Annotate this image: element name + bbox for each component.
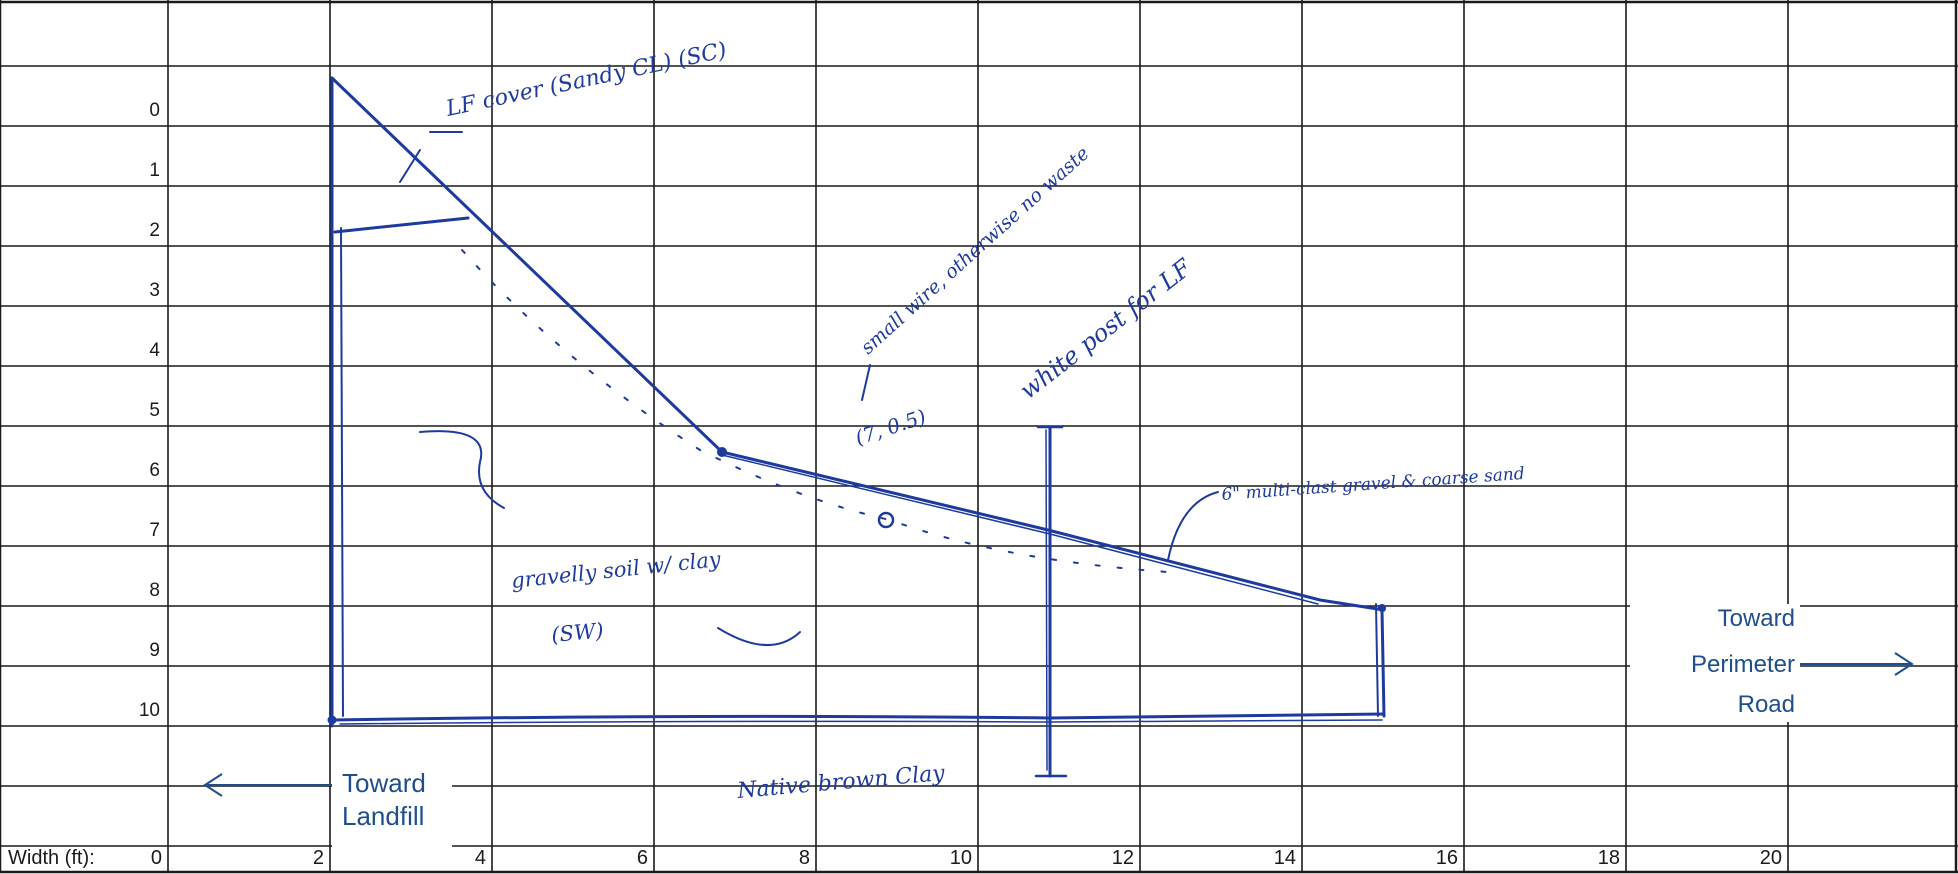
left-vertical-boundary-double bbox=[340, 227, 344, 717]
wire-leader-line bbox=[861, 364, 871, 401]
note-native-clay: Native brown Clay bbox=[735, 761, 946, 804]
note-white-post: white post for LF bbox=[1014, 253, 1197, 405]
depth-tick-label: 6 bbox=[149, 460, 160, 481]
ground-surface-line-double bbox=[721, 454, 1319, 605]
gravelly-soil-leader bbox=[419, 430, 505, 509]
width-axis-title: Width (ft): bbox=[8, 847, 95, 869]
sketch-lines bbox=[330, 76, 1386, 778]
depth-axis-labels: 0 1 2 3 4 5 6 7 8 9 10 bbox=[139, 100, 161, 721]
right-corner-point bbox=[1378, 604, 1386, 612]
toward-landfill-box bbox=[332, 760, 452, 855]
toward-landfill-label: Toward Landfill bbox=[332, 760, 452, 855]
trench-bottom-line bbox=[330, 712, 1386, 722]
width-tick-label: 2 bbox=[313, 847, 324, 869]
depth-tick-label: 1 bbox=[149, 160, 160, 181]
depth-tick-label: 9 bbox=[149, 640, 160, 661]
white-post-line-double bbox=[1045, 429, 1048, 771]
right-vertical-boundary bbox=[1380, 608, 1386, 718]
slope-break-point bbox=[717, 447, 727, 457]
depth-tick-label: 2 bbox=[149, 220, 160, 241]
depth-tick-label: 10 bbox=[139, 700, 160, 721]
depth-tick-label: 8 bbox=[149, 580, 160, 601]
layer-boundary-dashed bbox=[461, 249, 1169, 573]
toward-perimeter-road-line-2: Perimeter bbox=[1691, 651, 1795, 678]
toward-perimeter-road-line-3: Road bbox=[1738, 691, 1795, 718]
depth-tick-label: 5 bbox=[149, 400, 160, 421]
depth-tick-label: 4 bbox=[149, 340, 160, 361]
toward-landfill-arrow bbox=[203, 773, 332, 797]
depth-tick-label: 3 bbox=[149, 280, 160, 301]
trench-bottom-line-double bbox=[339, 719, 1383, 725]
depth-tick-label: 7 bbox=[149, 520, 160, 541]
note-lf-cover: LF cover (Sandy CL) (SC) bbox=[443, 38, 729, 122]
right-vertical-boundary-double bbox=[1375, 603, 1379, 717]
toward-perimeter-road-label: Toward Perimeter Road bbox=[1630, 604, 1800, 722]
toward-landfill-line-1: Toward bbox=[342, 768, 426, 798]
width-tick-label: 20 bbox=[1760, 847, 1782, 869]
handwritten-notes: LF cover (Sandy CL) (SC) small wire, oth… bbox=[443, 38, 1525, 804]
sample-location-point bbox=[877, 511, 895, 529]
width-tick-label: 4 bbox=[475, 847, 486, 869]
note-coordinate: (7, 0.5) bbox=[852, 404, 929, 449]
toward-perimeter-road-box bbox=[1630, 604, 1800, 722]
gravelly-soil-squiggle bbox=[717, 627, 801, 646]
ground-surface-line bbox=[330, 76, 1386, 612]
gravel-leader-line bbox=[1167, 491, 1219, 561]
note-gravelly-soil: gravelly soil w/ clay bbox=[510, 547, 723, 593]
width-tick-label: 10 bbox=[950, 847, 972, 869]
sketch-points bbox=[327, 447, 1386, 725]
width-tick-label: 14 bbox=[1274, 847, 1296, 869]
trench-corner-point bbox=[327, 715, 337, 725]
note-small-wire: small wire, otherwise no waste bbox=[857, 142, 1094, 358]
width-tick-label: 8 bbox=[799, 847, 810, 869]
note-gravelly-code: (SW) bbox=[550, 619, 604, 647]
width-tick-label: 18 bbox=[1598, 847, 1620, 869]
width-tick-label: 16 bbox=[1436, 847, 1458, 869]
cover-layer-mark bbox=[333, 216, 470, 234]
width-tick-label: 0 bbox=[151, 847, 162, 869]
width-tick-label: 12 bbox=[1112, 847, 1134, 869]
depth-tick-label: 0 bbox=[149, 100, 160, 121]
toward-landfill-line-2: Landfill bbox=[342, 801, 424, 831]
toward-perimeter-road-line-1: Toward bbox=[1718, 605, 1795, 632]
width-axis-labels: 0 2 4 6 8 10 12 14 16 18 20 bbox=[151, 847, 1782, 869]
width-tick-label: 6 bbox=[637, 847, 648, 869]
note-multi-clast: 6" multi-clast gravel & coarse sand bbox=[1221, 464, 1525, 505]
cover-leader-line bbox=[399, 149, 421, 183]
toward-perimeter-road-arrow bbox=[1800, 652, 1914, 676]
